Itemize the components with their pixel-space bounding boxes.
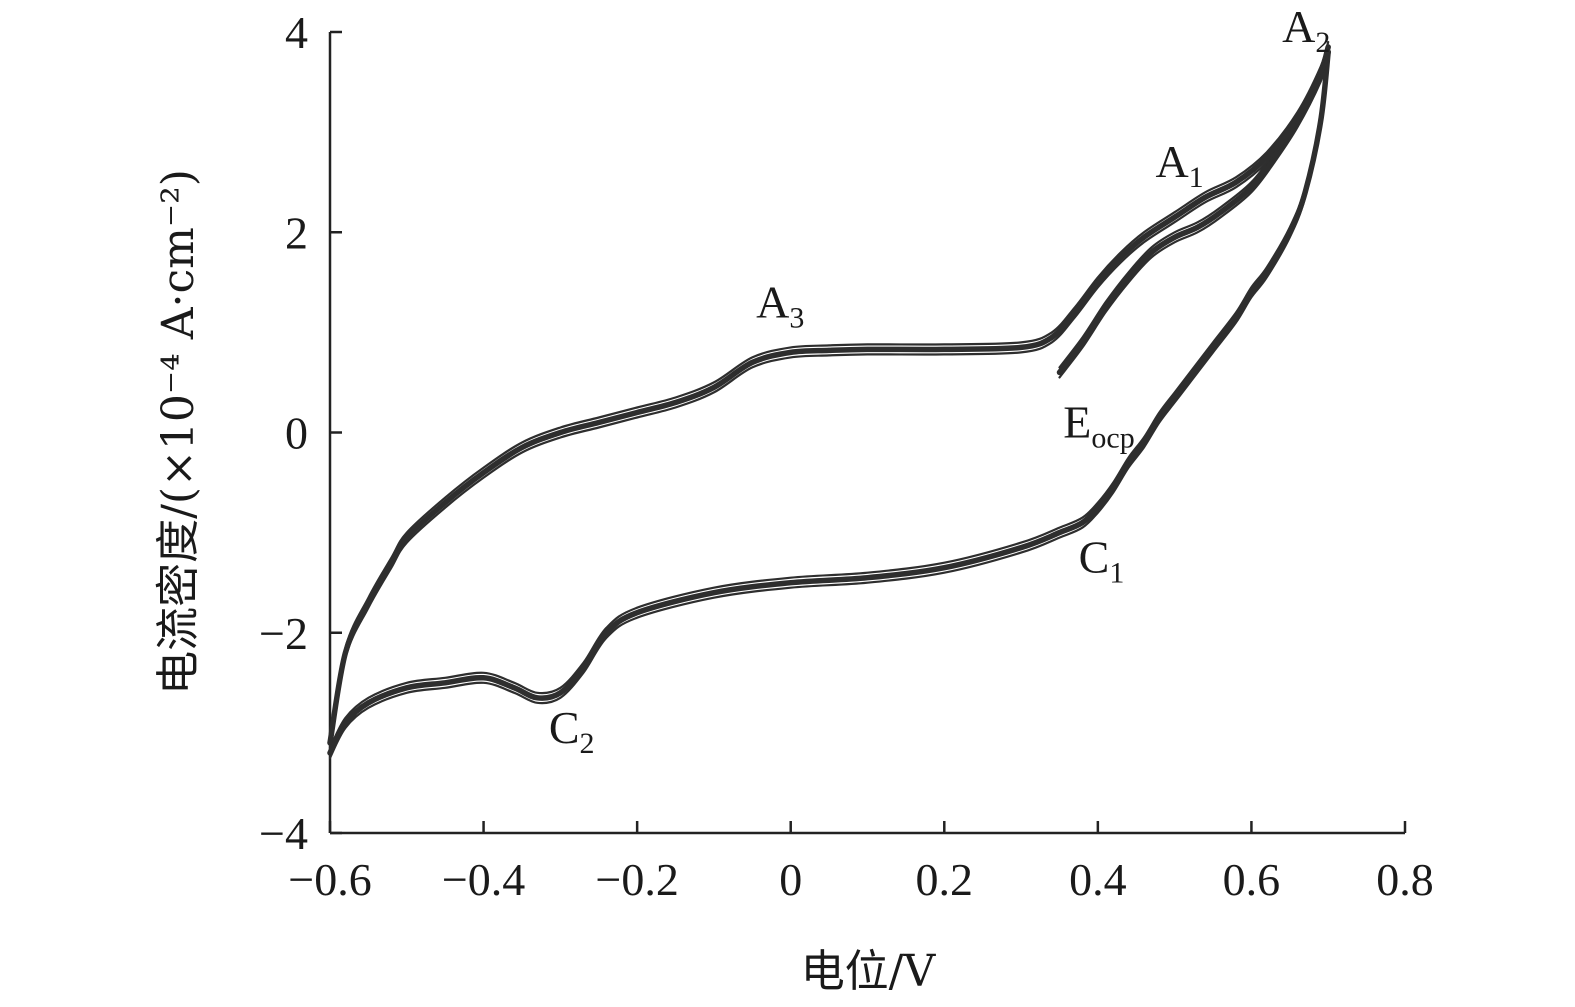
series-trace: [328, 55, 1330, 759]
series-line-2: [327, 45, 1331, 759]
y-tick-label: −2: [259, 608, 308, 659]
peak-label-a1: A1: [1155, 136, 1203, 194]
peak-label-a2: A2: [1282, 1, 1330, 59]
ticks: −0.6 −0.4 −0.2 0 0.2 0.4 0.6 0.8 −4 −2 0 2 4: [259, 7, 1434, 905]
x-axis-title: 电位/V: [801, 946, 937, 997]
series-trace: [327, 49, 1331, 756]
peak-label-c2: C2: [549, 702, 595, 760]
series-trace: [327, 44, 1331, 746]
x-tick-label: 0.8: [1376, 854, 1434, 905]
x-tick-label: 0.4: [1069, 854, 1127, 905]
series-line-1: [1056, 45, 1331, 379]
curves: [327, 40, 1331, 759]
axes: [328, 32, 1405, 835]
y-tick-label: 0: [285, 408, 308, 459]
y-tick-label: −4: [259, 808, 308, 859]
series-trace: [1058, 55, 1330, 379]
y-tick-label: 2: [285, 207, 308, 258]
peak-label-eocp: Eocp: [1063, 397, 1134, 455]
y-axis-title: 电流密度/(×10⁻⁴ A·cm⁻²): [153, 169, 204, 695]
series-trace: [328, 50, 1330, 749]
series-line-3: [327, 40, 1331, 749]
x-tick-label: −0.4: [442, 854, 525, 905]
x-tick-label: −0.2: [595, 854, 678, 905]
y-tick-label: 4: [285, 7, 308, 58]
x-tick-label: 0.2: [916, 854, 974, 905]
x-tick-label: −0.6: [288, 854, 371, 905]
series-trace: [1056, 49, 1331, 376]
peak-label-a3: A3: [756, 276, 804, 334]
x-tick-label: 0.6: [1223, 854, 1281, 905]
annotations: A1 A2 A3 C1 C2 Eocp: [549, 1, 1331, 760]
series-trace: [328, 40, 1330, 739]
x-tick-label: 0: [779, 854, 802, 905]
series-trace: [328, 45, 1330, 749]
peak-label-c1: C1: [1079, 532, 1125, 590]
